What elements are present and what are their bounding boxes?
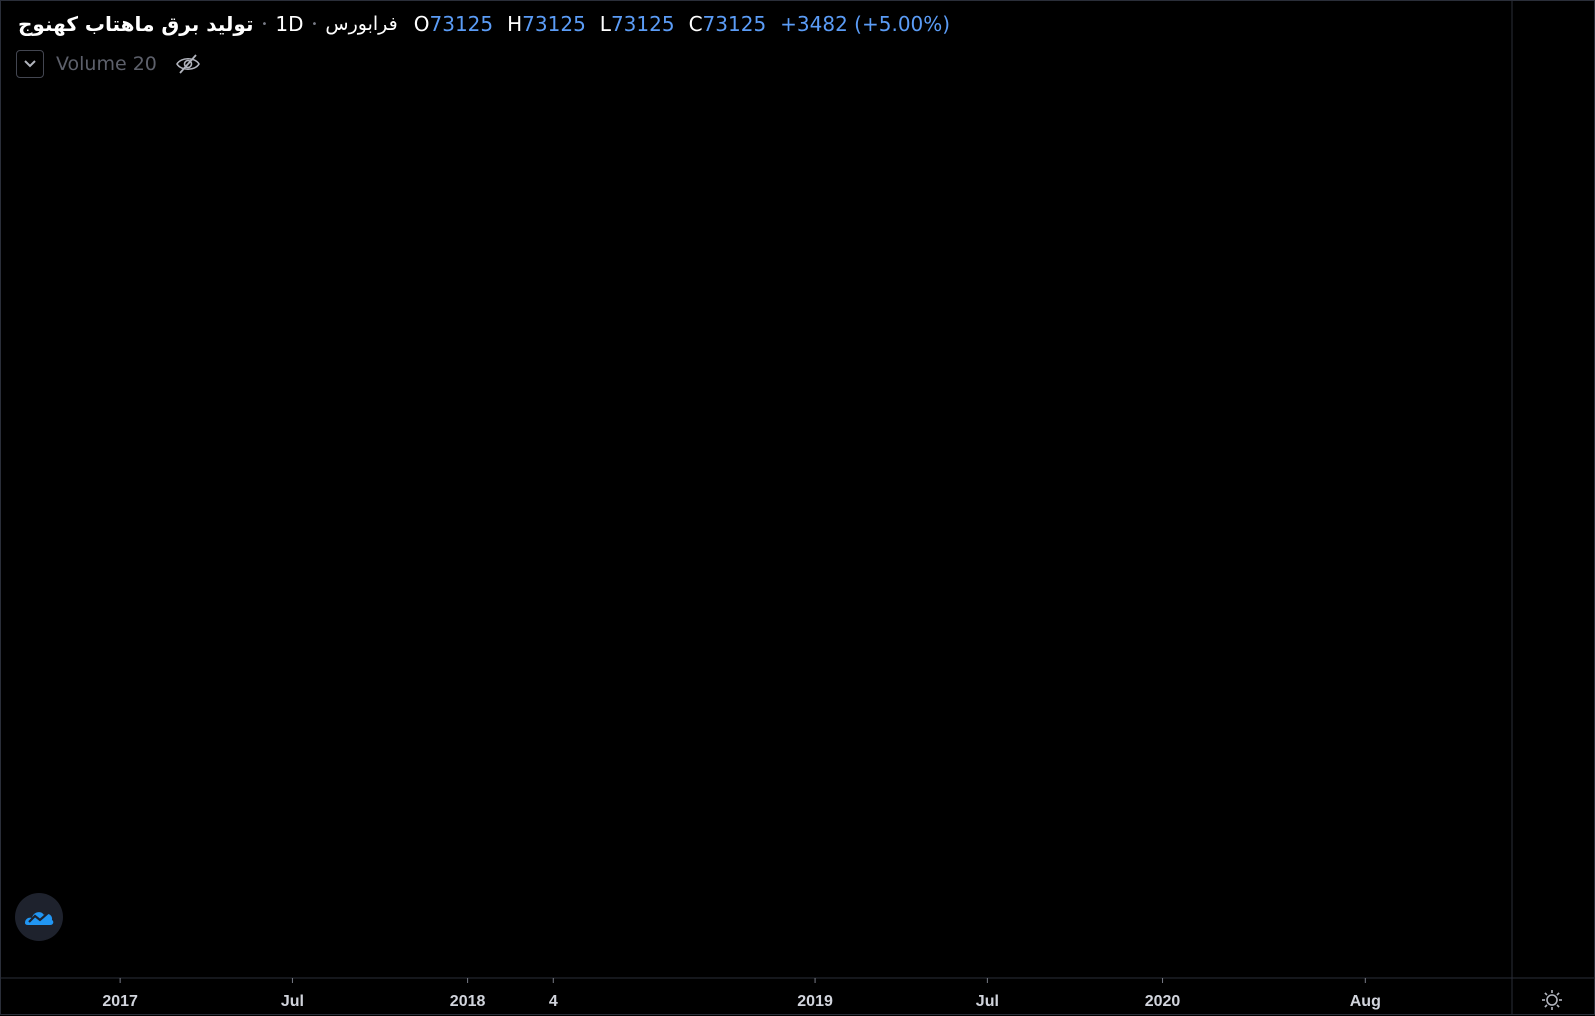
high-label: H (507, 12, 523, 36)
close-value: 73125 (702, 12, 767, 36)
tradingview-logo-icon[interactable] (15, 893, 63, 941)
high-value: 73125 (522, 12, 586, 36)
exchange-label: فرابورس (325, 13, 398, 35)
open-label: O (413, 12, 430, 36)
timeframe-label[interactable]: 1D (275, 12, 304, 36)
volume-label[interactable]: Volume 20 (56, 53, 157, 75)
gear-icon[interactable] (1540, 988, 1564, 1012)
close-label: C (688, 12, 703, 36)
symbol-name[interactable]: تولید برق ماهتاب کهنوج (18, 12, 254, 36)
low-value: 73125 (610, 12, 675, 36)
ohlc-values: O 73125 H 73125 L 73125 C 73125 +3482 (+5.00… (414, 12, 950, 36)
x-tick-label[interactable]: Jul (976, 993, 999, 1010)
x-tick-label[interactable]: 2019 (797, 993, 833, 1010)
change-value: +3482 (+5.00%) (780, 12, 951, 36)
legend-separator: • (311, 18, 318, 30)
legend-separator: • (261, 18, 268, 30)
volume-indicator-legend: Volume 20 (16, 50, 201, 78)
eye-off-icon[interactable] (175, 51, 201, 77)
x-tick-label[interactable]: 2018 (450, 993, 486, 1010)
x-tick-label[interactable]: Jul (281, 993, 304, 1010)
low-label: L (599, 12, 611, 36)
x-tick-label[interactable]: 4 (549, 993, 558, 1010)
open-value: 73125 (429, 12, 494, 36)
x-tick-label[interactable]: 2020 (1145, 993, 1181, 1010)
x-tick-label[interactable]: 2017 (102, 993, 138, 1010)
x-tick-label[interactable]: Aug (1350, 993, 1381, 1010)
chevron-down-icon[interactable] (16, 50, 44, 78)
